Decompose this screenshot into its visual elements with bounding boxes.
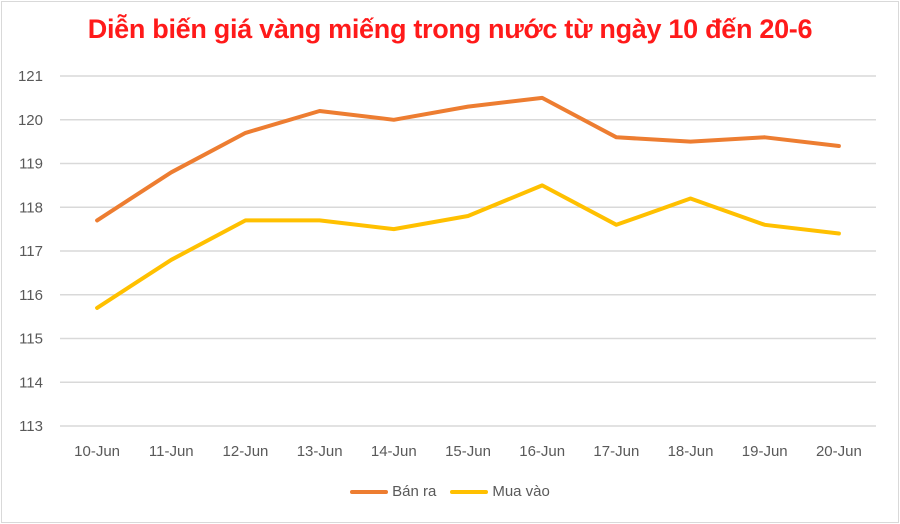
x-tick-label: 14-Jun xyxy=(371,443,417,460)
x-tick-label: 17-Jun xyxy=(593,443,639,460)
legend-label-mua-vao: Mua vào xyxy=(492,483,550,500)
x-tick-label: 16-Jun xyxy=(519,443,565,460)
x-tick-label: 15-Jun xyxy=(445,443,491,460)
y-tick-label: 121 xyxy=(18,68,43,85)
x-tick-label: 12-Jun xyxy=(223,443,269,460)
chart-legend: Bán ra Mua vào xyxy=(0,483,900,500)
y-tick-label: 114 xyxy=(19,374,43,391)
x-tick-label: 11-Jun xyxy=(149,443,194,460)
legend-item-ban-ra: Bán ra xyxy=(350,483,436,500)
y-tick-label: 113 xyxy=(19,418,43,435)
legend-swatch-ban-ra xyxy=(350,489,389,494)
x-tick-label: 19-Jun xyxy=(742,443,788,460)
y-tick-label: 119 xyxy=(19,156,43,173)
series-line-0 xyxy=(95,95,841,223)
series-line-1 xyxy=(95,183,841,310)
y-tick-label: 120 xyxy=(18,112,43,129)
y-tick-label: 115 xyxy=(19,331,43,348)
y-tick-label: 116 xyxy=(19,287,43,304)
x-tick-label: 13-Jun xyxy=(297,443,343,460)
x-tick-label: 20-Jun xyxy=(816,443,862,460)
y-tick-label: 118 xyxy=(19,199,43,216)
x-tick-label: 10-Jun xyxy=(74,443,120,460)
x-tick-label: 18-Jun xyxy=(668,443,714,460)
y-tick-label: 117 xyxy=(19,243,43,260)
legend-item-mua-vao: Mua vào xyxy=(450,483,550,500)
legend-label-ban-ra: Bán ra xyxy=(392,483,437,500)
chart-title: Diễn biến giá vàng miếng trong nước từ n… xyxy=(87,14,813,44)
legend-swatch-mua-vao xyxy=(450,489,489,494)
